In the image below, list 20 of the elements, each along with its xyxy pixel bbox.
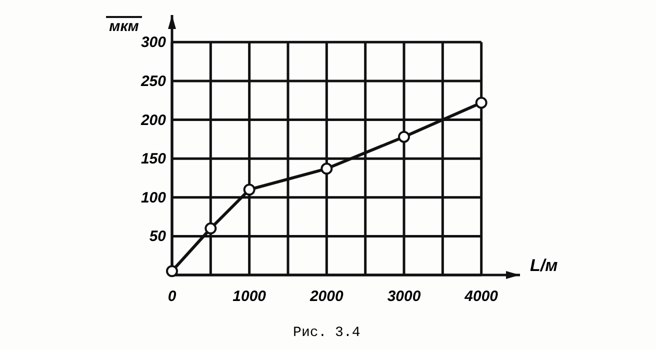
text: Рис. 3.4	[293, 325, 360, 341]
point	[243, 184, 256, 196]
point	[475, 96, 488, 109]
x-tick-label: 4000	[464, 288, 499, 305]
x-axis-title: L/м	[530, 256, 558, 275]
y-tick-label: 100	[140, 189, 167, 206]
x-tick-label: 3000	[387, 288, 422, 305]
point	[398, 130, 410, 143]
point	[166, 265, 178, 278]
y-tick-label: 50	[149, 228, 167, 246]
point	[204, 222, 217, 234]
x-tick-label: 0	[168, 288, 177, 305]
point	[320, 162, 333, 175]
x-tick-label: 1000	[232, 288, 267, 305]
y-tick-label: 200	[140, 112, 167, 129]
y-axis-title: мкм	[109, 18, 139, 35]
y-tick-label: 300	[140, 34, 167, 52]
y-tick-label: 250	[140, 72, 167, 90]
x-tick-label: 2000	[308, 288, 344, 305]
y-tick-label: 150	[140, 150, 167, 168]
